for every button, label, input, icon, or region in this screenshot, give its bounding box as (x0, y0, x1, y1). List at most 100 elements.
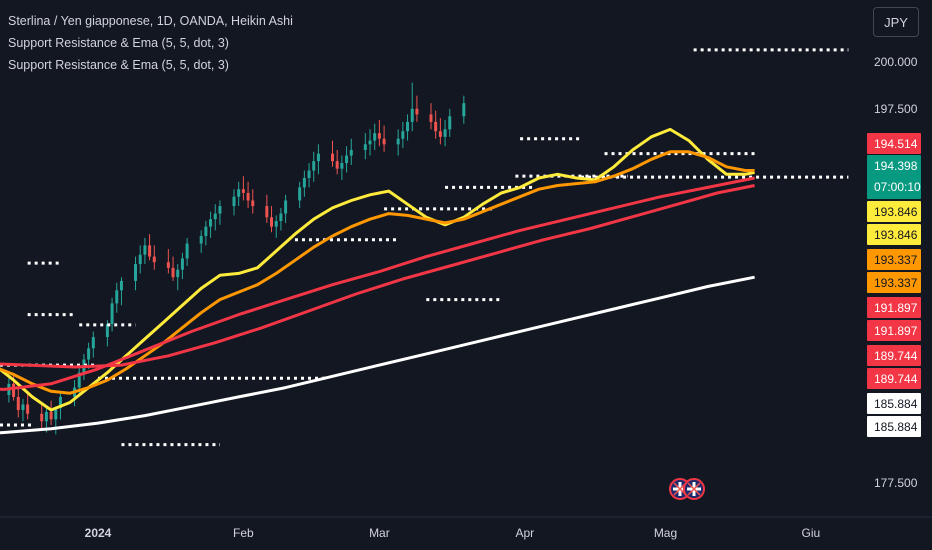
price-axis-tick: 177.500 (874, 476, 918, 490)
ema-line (0, 184, 755, 369)
candle-body (176, 269, 180, 278)
price-tag-label: 193.337 (874, 253, 918, 267)
candle-body (119, 280, 123, 291)
candle-body (12, 383, 16, 397)
ema-line (0, 275, 755, 435)
candle-body (152, 256, 156, 263)
candle-body (415, 108, 419, 115)
candle-body (279, 213, 283, 222)
price-tag (867, 201, 921, 222)
chart-legend: Sterlina / Yen giapponese, 1D, OANDA, He… (8, 10, 293, 76)
price-tag-label: 191.897 (874, 324, 918, 338)
candle-body (110, 303, 114, 324)
price-tag (867, 155, 921, 199)
price-tag-label: 193.846 (874, 228, 918, 242)
price-tag (867, 224, 921, 245)
candle-body (335, 161, 339, 169)
candle-body (312, 161, 316, 171)
candle-body (340, 163, 344, 169)
price-tag (867, 133, 921, 154)
candle-body (331, 153, 334, 162)
candle-body (429, 114, 433, 122)
price-axis-tick: 197.500 (874, 102, 918, 116)
price-tag-label: 185.884 (874, 420, 918, 434)
candle-body (316, 153, 320, 162)
time-axis-tick: 2024 (85, 526, 112, 540)
candle-body (105, 323, 109, 338)
candle-body (241, 189, 245, 193)
price-tag-label: 191.897 (874, 301, 918, 315)
candle-body (21, 404, 25, 411)
legend-symbol: Sterlina / Yen giapponese, 1D, OANDA, He… (8, 14, 293, 28)
price-tag-label: 193.846 (874, 205, 918, 219)
candle-body (448, 116, 452, 130)
candle-body (134, 264, 138, 281)
price-tag-label: 189.744 (874, 372, 918, 386)
candle-body (138, 254, 142, 265)
candle-body (368, 140, 372, 145)
candle-body (143, 245, 147, 255)
price-tag-label: 193.337 (874, 276, 918, 290)
price-tag (867, 368, 921, 389)
candle-body (87, 348, 91, 360)
price-tag (867, 345, 921, 366)
candle-body (16, 396, 20, 411)
candle-body (377, 133, 381, 139)
candle-body (462, 103, 466, 117)
candle-body (251, 200, 255, 207)
candle-body (410, 108, 414, 122)
candle-body (373, 133, 377, 141)
price-tag (867, 393, 921, 414)
candle-body (302, 178, 306, 188)
candle-body (115, 290, 119, 304)
candle-body (237, 189, 241, 197)
price-tag-countdown: 07:00:10 (874, 180, 921, 194)
candle-body (232, 196, 236, 207)
candle-body (180, 258, 184, 270)
uk-flag-icon[interactable] (683, 478, 705, 500)
currency-button[interactable]: JPY (873, 7, 919, 37)
candle-body (58, 396, 62, 409)
time-axis-tick: Apr (515, 526, 534, 540)
candle-body (345, 155, 349, 164)
candle-body (171, 267, 175, 278)
candle-body (209, 219, 213, 227)
candle-body (307, 170, 311, 179)
price-tag (867, 320, 921, 341)
ema-line (0, 150, 755, 395)
candle-body (54, 408, 58, 420)
candle-body (49, 411, 53, 420)
time-axis-tick: Giu (802, 526, 821, 540)
candle-body (401, 131, 405, 139)
candle-body (274, 221, 278, 227)
candle-body (166, 262, 170, 268)
candle-body (246, 192, 250, 201)
candle-body (349, 149, 353, 156)
price-axis-tick: 200.000 (874, 55, 918, 69)
candle-body (218, 206, 222, 214)
candle-body (298, 187, 302, 201)
price-tag-label: 194.514 (874, 137, 918, 151)
price-tag (867, 416, 921, 437)
time-axis-tick: Feb (233, 526, 254, 540)
ema-line (0, 127, 755, 412)
legend-indicator[interactable]: Support Resistance & Ema (5, 5, dot, 3) (8, 58, 229, 72)
candle-body (148, 245, 152, 257)
legend-indicator[interactable]: Support Resistance & Ema (5, 5, dot, 3) (8, 36, 229, 50)
price-tag-label: 185.884 (874, 397, 918, 411)
price-tag-label: 189.744 (874, 349, 918, 363)
ema-line (0, 176, 755, 391)
price-tag (867, 249, 921, 270)
candle-body (396, 138, 400, 145)
time-axis-tick: Mar (369, 526, 390, 540)
candle-body (382, 138, 386, 145)
candle-body (284, 200, 288, 214)
candle-body (91, 337, 95, 349)
candle-body (199, 236, 203, 244)
candle-body (270, 217, 274, 227)
candle-body (26, 404, 30, 414)
price-tag (867, 272, 921, 293)
candle-body (185, 243, 189, 259)
candle-body (265, 206, 269, 218)
